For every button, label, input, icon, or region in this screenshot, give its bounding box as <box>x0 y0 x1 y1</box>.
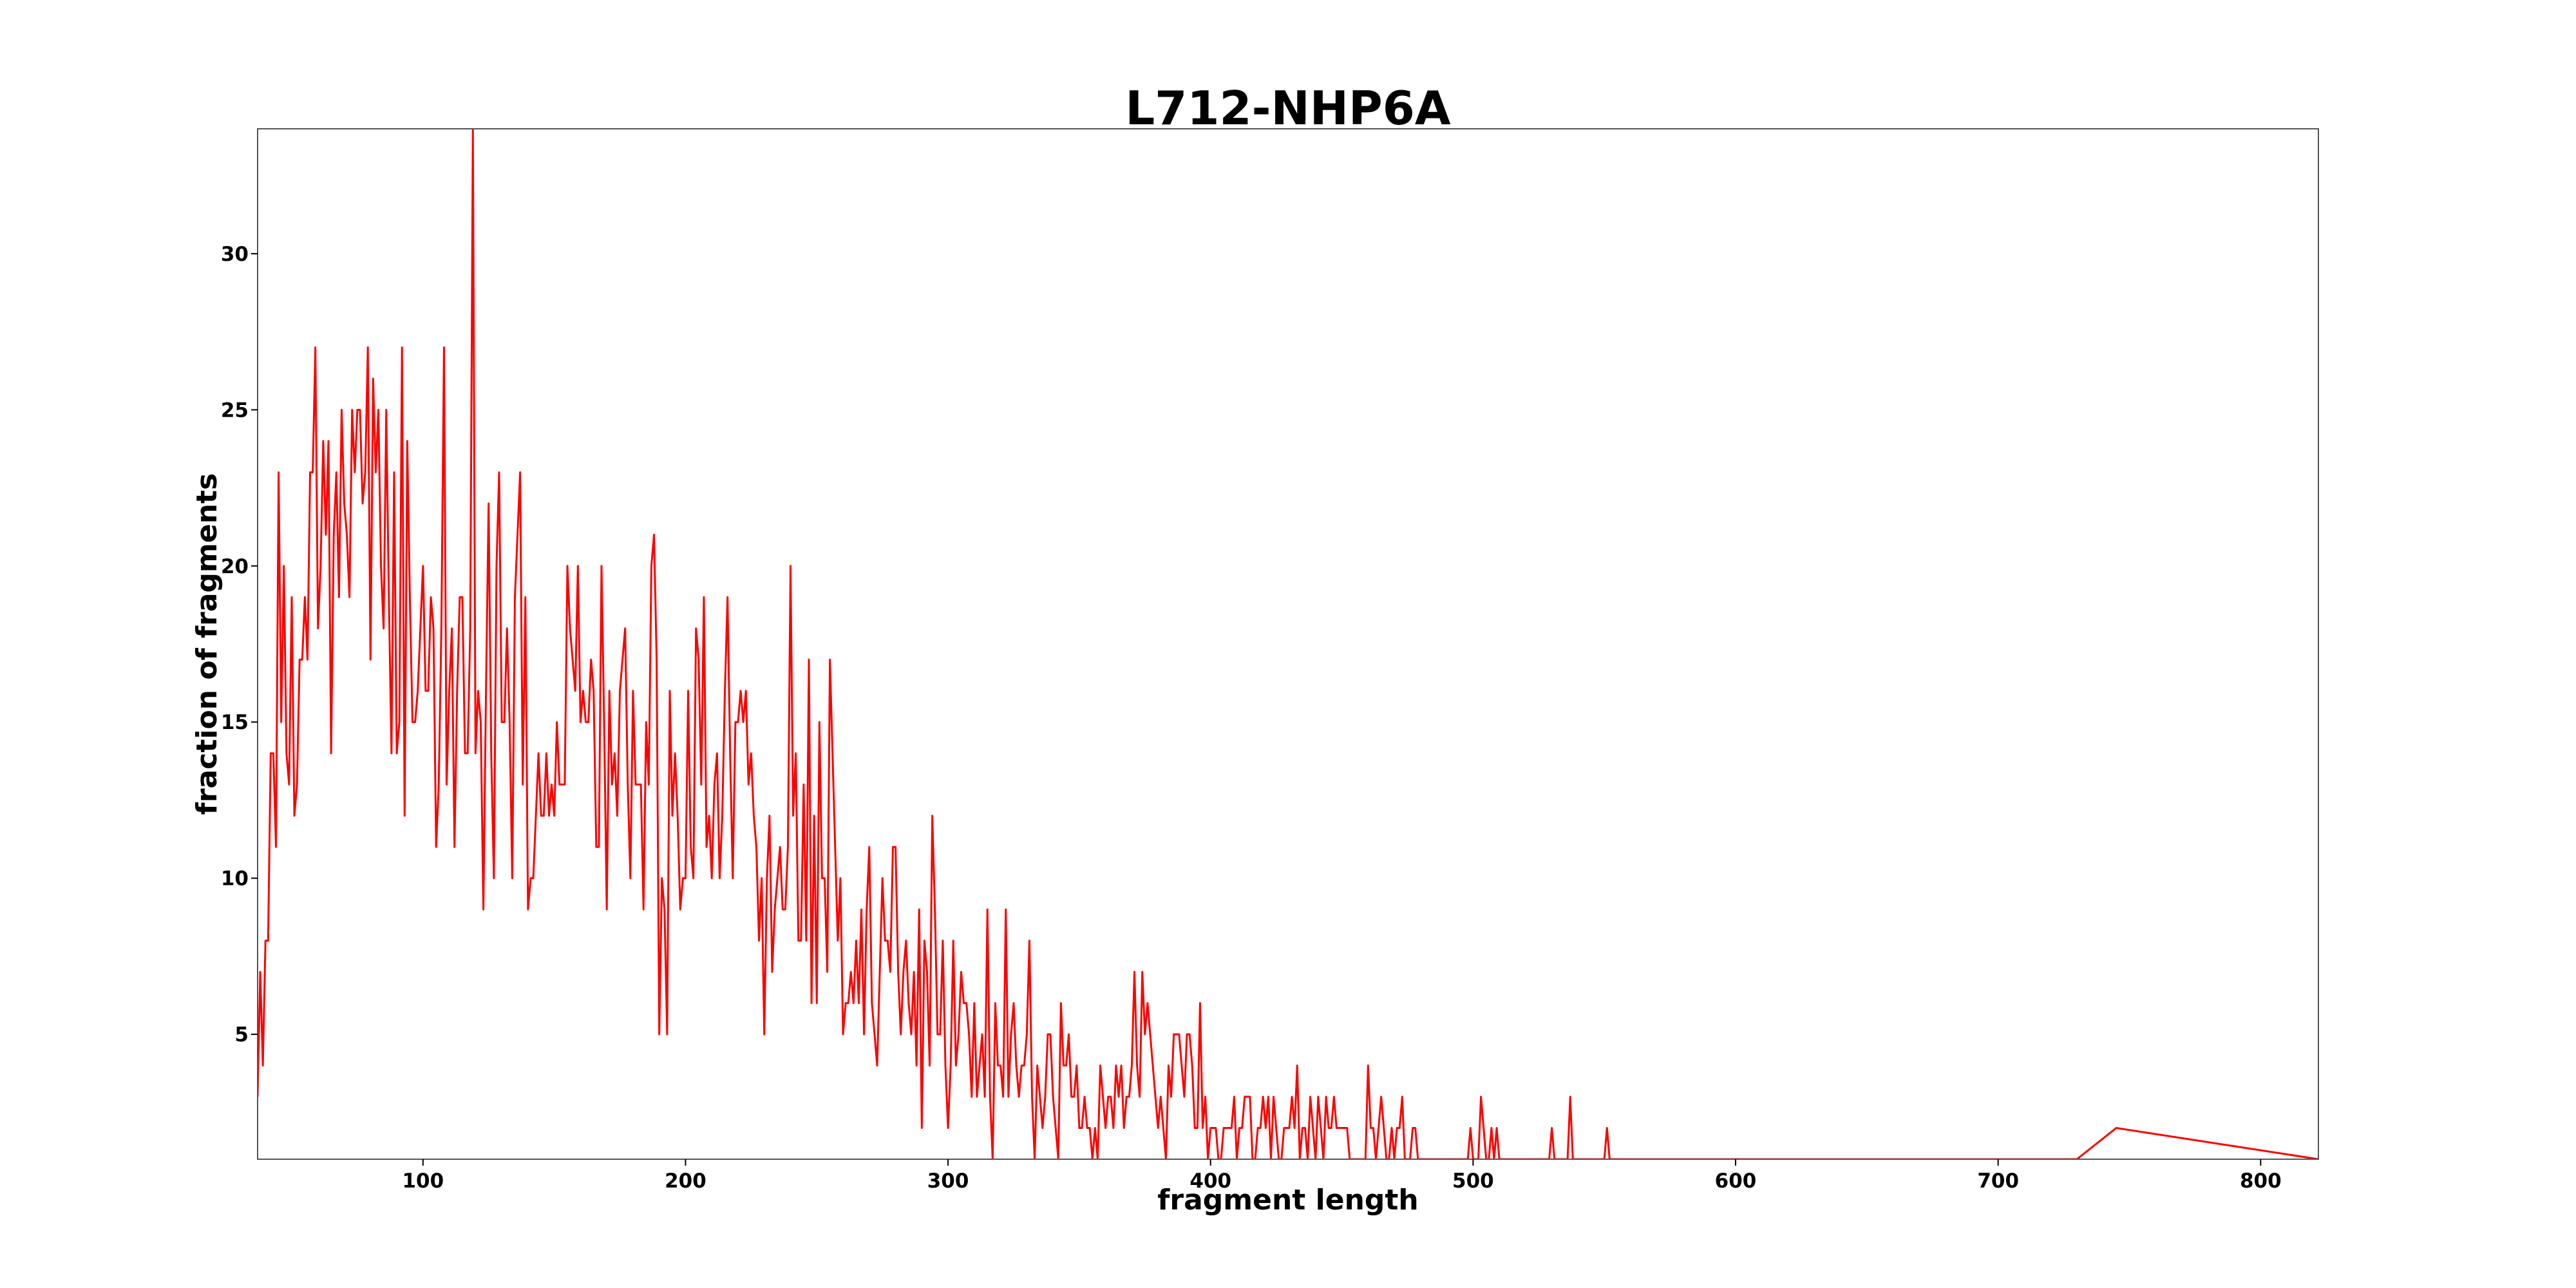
y-tick-label: 10 <box>221 867 249 891</box>
y-tick-label: 20 <box>221 555 249 578</box>
series-line-0 <box>258 129 2318 1159</box>
plot-frame <box>257 128 2319 1160</box>
x-tick-label: 800 <box>2240 1170 2282 1193</box>
x-axis-label: fragment length <box>1157 1184 1419 1217</box>
y-tick-label: 25 <box>221 399 249 422</box>
y-tick-label: 15 <box>221 711 249 734</box>
y-tick-label: 30 <box>221 243 249 266</box>
chart-title: L712-NHP6A <box>1125 81 1450 135</box>
x-tick-label: 500 <box>1452 1170 1494 1193</box>
x-tick-label: 200 <box>665 1170 706 1193</box>
plot-area <box>258 129 2318 1159</box>
x-tick-label: 100 <box>402 1170 444 1193</box>
x-tick-label: 300 <box>927 1170 969 1193</box>
y-axis-label: fraction of fragments <box>191 473 223 815</box>
y-axis: 5 10 15 20 25 30 <box>221 243 258 1046</box>
x-tick-label: 600 <box>1715 1170 1757 1193</box>
y-tick-label: 5 <box>234 1023 249 1046</box>
x-tick-label: 400 <box>1189 1170 1231 1193</box>
x-tick-label: 700 <box>1977 1170 2019 1193</box>
x-axis: 100 200 300 400 500 600 700 800 <box>402 1159 2282 1193</box>
